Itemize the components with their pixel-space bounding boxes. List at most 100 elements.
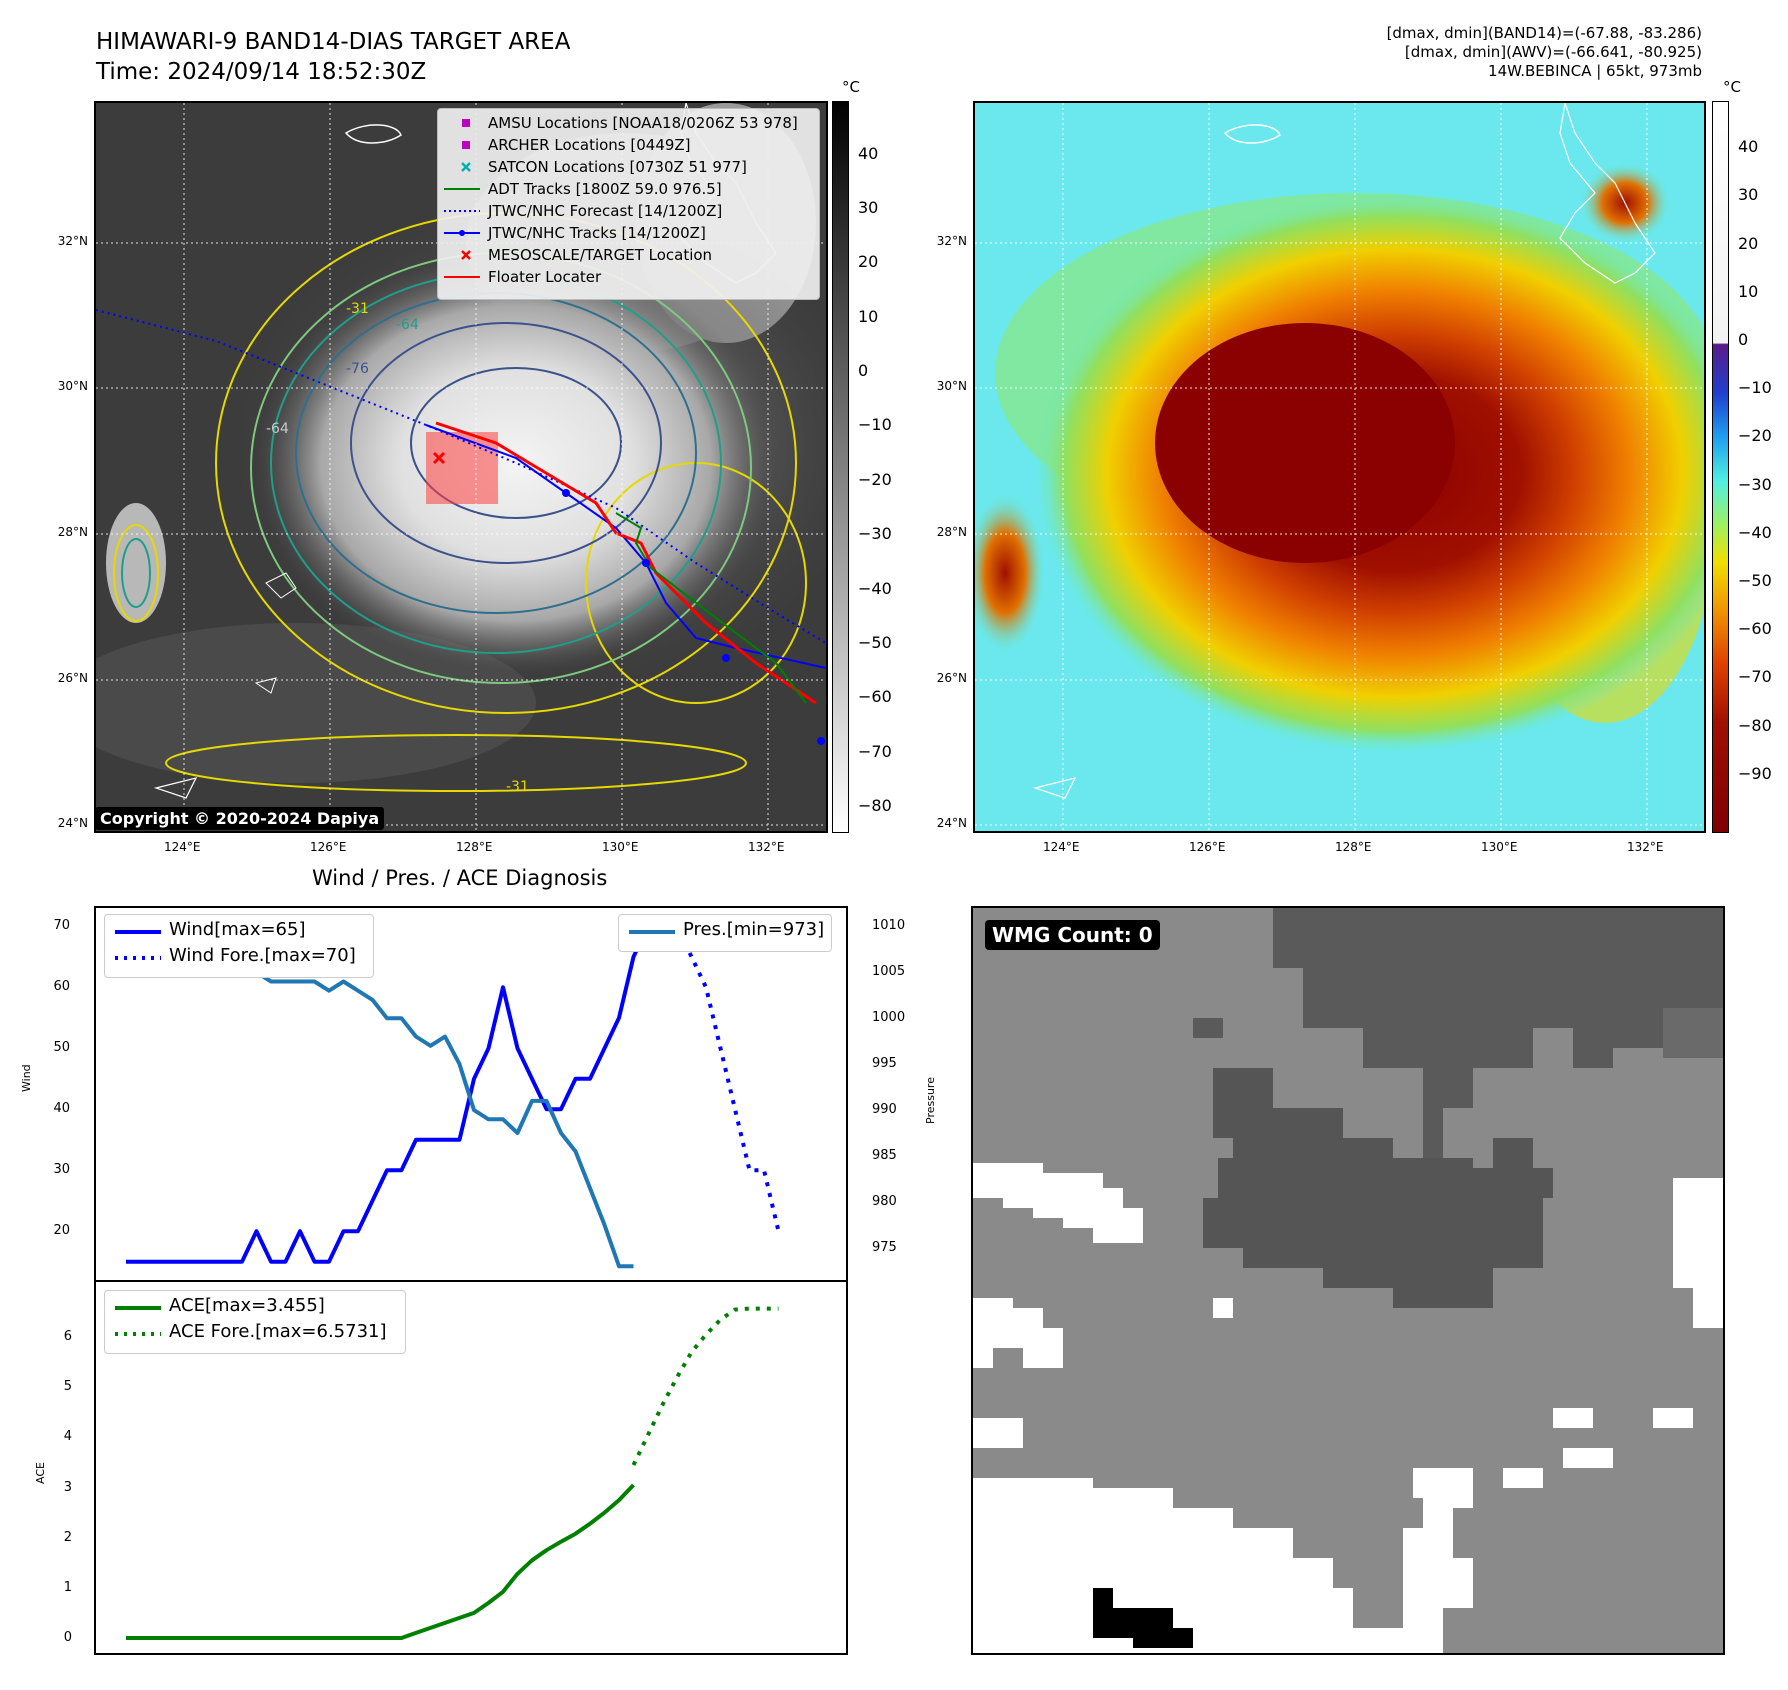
x-marker-icon xyxy=(461,250,471,260)
axis-tick: 60 xyxy=(53,979,70,995)
colorbar-tick: −90 xyxy=(1738,763,1772,783)
enhanced-map-image xyxy=(975,103,1704,831)
axis-tick: 5 xyxy=(63,1379,72,1395)
ace-legend: ACE[max=3.455] ACE Fore.[max=6.5731] xyxy=(104,1290,406,1354)
lon-tick: 130°E xyxy=(602,840,639,854)
colorbar-tick: −60 xyxy=(1738,619,1772,639)
wmg-panel xyxy=(971,906,1725,1655)
lon-tick: 124°E xyxy=(164,840,201,854)
legend-item: AMSU Locations [NOAA18/0206Z 53 978] xyxy=(438,112,819,134)
colorbar-tick: −60 xyxy=(858,687,892,707)
axis-tick: 20 xyxy=(53,1223,70,1239)
ir-colorbar xyxy=(832,101,849,833)
colorbar-tick: −10 xyxy=(858,415,892,435)
series-line xyxy=(662,924,781,1232)
square-icon xyxy=(462,141,470,149)
axis-tick: 70 xyxy=(53,918,70,934)
colorbar-tick: 40 xyxy=(1738,137,1759,157)
lon-tick: 126°E xyxy=(1189,840,1226,854)
wmg-count-badge: WMG Count: 0 xyxy=(985,920,1160,950)
lat-tick: 24°N xyxy=(936,816,967,830)
square-icon xyxy=(462,119,470,127)
contour-label: -64 xyxy=(396,317,419,333)
lat-tick: 32°N xyxy=(936,234,967,248)
legend-item: Floater Locater xyxy=(444,268,602,286)
enh-colorbar xyxy=(1712,101,1729,833)
legend-item: JTWC/NHC Forecast [14/1200Z] xyxy=(444,202,723,220)
colorbar-tick: 10 xyxy=(858,306,879,326)
colorbar-tick: −20 xyxy=(858,469,892,489)
colorbar-tick: 30 xyxy=(858,198,879,218)
legend-wind-forecast: Wind Fore.[max=70] xyxy=(169,945,356,966)
axis-tick: 975 xyxy=(872,1239,897,1255)
colorbar-tick: 10 xyxy=(1738,281,1759,301)
colorbar-tick: −10 xyxy=(1738,378,1772,398)
colorbar-tick: −40 xyxy=(858,578,892,598)
axis-tick: 30 xyxy=(53,1162,70,1178)
axis-tick: 40 xyxy=(53,1101,70,1117)
lon-tick: 132°E xyxy=(1627,840,1664,854)
ace-plot xyxy=(126,1306,779,1640)
lon-tick: 126°E xyxy=(310,840,347,854)
lon-tick: 130°E xyxy=(1481,840,1518,854)
legend-item: ARCHER Locations [0449Z] xyxy=(438,134,819,156)
lat-tick: 32°N xyxy=(57,234,88,248)
legend-item: ADT Tracks [1800Z 59.0 976.5] xyxy=(444,180,722,198)
wmg-image xyxy=(973,908,1723,1653)
wind-legend: Wind[max=65] Wind Fore.[max=70] xyxy=(104,914,374,978)
lon-tick: 132°E xyxy=(748,840,785,854)
colorbar-tick: −80 xyxy=(1738,715,1772,735)
wind-axis-label: Wind xyxy=(20,1064,33,1092)
pressure-legend: Pres.[min=973] xyxy=(618,914,832,952)
axis-tick: 985 xyxy=(872,1148,897,1163)
legend-ace-forecast: ACE Fore.[max=6.5731] xyxy=(169,1321,387,1342)
axis-tick: 4 xyxy=(63,1429,72,1445)
colorbar-tick: −30 xyxy=(1738,474,1772,494)
enh-colorbar-unit: °C xyxy=(1723,78,1741,96)
axis-tick: 3 xyxy=(63,1479,72,1495)
x-marker-icon xyxy=(461,162,471,172)
map-legend: AMSU Locations [NOAA18/0206Z 53 978] ARC… xyxy=(437,108,820,300)
colorbar-tick: −30 xyxy=(858,524,892,544)
contour-label: -31 xyxy=(506,779,529,795)
pressure-axis-label: Pressure xyxy=(924,1077,937,1124)
colorbar-tick: −40 xyxy=(1738,522,1772,542)
colorbar-tick: −50 xyxy=(1738,570,1772,590)
lat-tick: 24°N xyxy=(57,816,88,830)
legend-item: SATCON Locations [0730Z 51 977] xyxy=(438,156,819,178)
axis-tick: 995 xyxy=(872,1056,897,1072)
axis-tick: 2 xyxy=(63,1529,72,1545)
axis-tick: 980 xyxy=(872,1193,897,1209)
contour-label: -31 xyxy=(346,301,369,317)
figure-title: HIMAWARI-9 BAND14-DIAS TARGET AREA xyxy=(96,29,571,55)
series-line xyxy=(126,924,663,1264)
axis-tick: 1005 xyxy=(872,964,906,980)
colorbar-tick: −80 xyxy=(858,795,892,815)
axis-tick: 6 xyxy=(63,1329,72,1345)
legend-item: MESOSCALE/TARGET Location xyxy=(438,244,819,266)
lat-tick: 26°N xyxy=(57,671,88,685)
diagnosis-title: Wind / Pres. / ACE Diagnosis xyxy=(312,866,608,890)
contour-label: -64 xyxy=(266,421,289,437)
lat-tick: 30°N xyxy=(936,379,967,393)
copyright-label: Copyright © 2020-2024 Dapiya xyxy=(95,807,385,830)
figure-time: Time: 2024/09/14 18:52:30Z xyxy=(96,59,427,85)
info-awv: [dmax, dmin](AWV)=(-66.641, -80.925) xyxy=(1404,43,1702,61)
colorbar-tick: −70 xyxy=(858,741,892,761)
lat-tick: 28°N xyxy=(57,525,88,539)
series-line xyxy=(631,1306,779,1466)
legend-item: JTWC/NHC Tracks [14/1200Z] xyxy=(438,222,819,244)
colorbar-tick: 30 xyxy=(1738,185,1759,205)
lon-tick: 124°E xyxy=(1043,840,1080,854)
colorbar-tick: 0 xyxy=(1738,329,1749,349)
lat-tick: 26°N xyxy=(936,671,967,685)
axis-tick: 0 xyxy=(63,1629,72,1645)
series-line xyxy=(126,1483,635,1640)
lon-tick: 128°E xyxy=(456,840,493,854)
colorbar-tick: −70 xyxy=(1738,667,1772,687)
legend-ace: ACE[max=3.455] xyxy=(169,1295,325,1316)
line-dot-icon xyxy=(444,230,480,236)
colorbar-tick: −50 xyxy=(858,632,892,652)
info-band14: [dmax, dmin](BAND14)=(-67.88, -83.286) xyxy=(1386,24,1702,42)
colorbar-tick: 0 xyxy=(858,361,869,381)
